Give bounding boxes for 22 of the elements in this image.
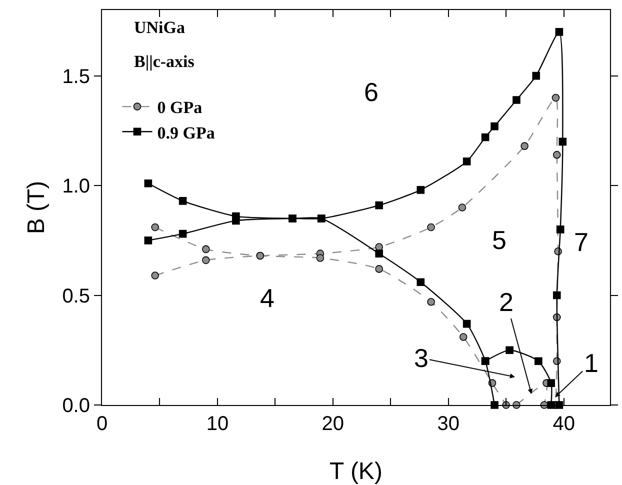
annotation: 7 xyxy=(574,227,588,257)
y-tick-label: 0.0 xyxy=(62,395,90,417)
x-axis-title: T (K) xyxy=(330,458,382,485)
annotation: 6 xyxy=(364,77,378,107)
annotation: UNiGa xyxy=(134,18,186,37)
x-tick-label: 0 xyxy=(96,413,108,435)
y-tick-label: 1.5 xyxy=(62,66,90,88)
y-tick-label: 0.5 xyxy=(62,285,90,308)
x-tick-label: 20 xyxy=(322,413,344,435)
annotation: 1 xyxy=(584,348,598,378)
x-tick-label: 40 xyxy=(552,413,575,435)
y-axis-title: B (T) xyxy=(23,180,50,234)
annotation: 3 xyxy=(414,343,428,373)
x-tick-label: 30 xyxy=(437,413,460,435)
annotation: B||c-axis xyxy=(134,52,195,71)
annotation: 2 xyxy=(499,287,514,317)
annotation: 4 xyxy=(260,283,274,313)
legend-label: 0 GPa xyxy=(157,98,203,118)
annotation: 5 xyxy=(492,225,506,255)
x-tick-label: 10 xyxy=(206,413,229,435)
y-tick-label: 1.0 xyxy=(62,176,90,198)
legend-label: 0.9 GPa xyxy=(157,123,216,142)
